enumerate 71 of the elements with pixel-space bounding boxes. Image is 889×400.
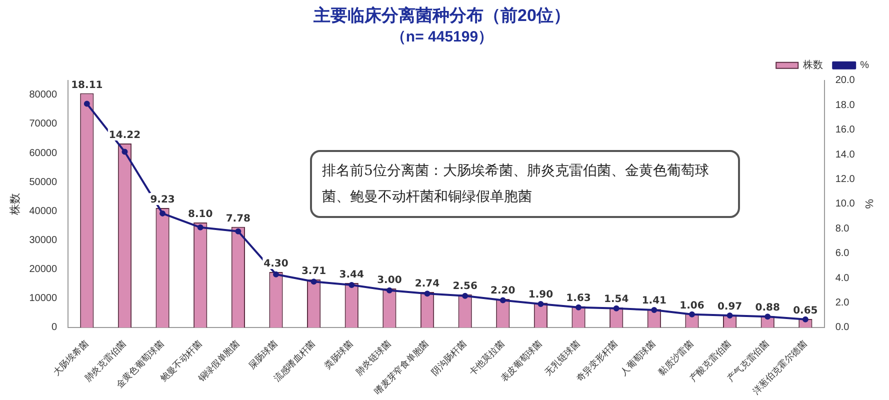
y2-axis-title: % bbox=[862, 199, 874, 210]
y-tick-label: 30000 bbox=[29, 235, 58, 246]
point bbox=[688, 311, 695, 318]
y-tick-label: 40000 bbox=[29, 206, 58, 217]
data-label: 0.88 bbox=[755, 302, 780, 314]
data-label: 7.78 bbox=[226, 213, 251, 224]
point bbox=[651, 307, 658, 314]
point bbox=[84, 100, 90, 107]
data-label: 9.23 bbox=[150, 194, 175, 206]
point bbox=[197, 224, 204, 230]
y-tick-label: 80000 bbox=[29, 90, 58, 101]
y2-tick-label: 8.0 bbox=[835, 223, 850, 234]
chart-subtitle: （n= 445199） bbox=[390, 28, 494, 46]
data-label: 3.00 bbox=[377, 275, 402, 286]
point bbox=[348, 282, 355, 288]
point bbox=[613, 305, 620, 312]
chart-title: 主要临床分离菌种分布（前20位） bbox=[312, 6, 570, 25]
point bbox=[538, 300, 544, 307]
y2-tick-label: 12.0 bbox=[835, 174, 856, 185]
point bbox=[500, 297, 506, 304]
point bbox=[386, 287, 392, 294]
point bbox=[802, 316, 808, 322]
legend-label: % bbox=[860, 60, 870, 72]
annotation: 排名前5位分离菌：大肠埃希菌、肺炎克雷伯菌、金黄色葡萄球菌、鲍曼不动杆菌和铜绿假单胞菌 bbox=[310, 150, 740, 218]
data-label: 2.56 bbox=[452, 280, 478, 292]
x-tick-label: 屎肠球菌 bbox=[246, 338, 280, 371]
y-axis-title: 株数 bbox=[8, 192, 22, 216]
data-label: 3.71 bbox=[301, 266, 326, 278]
y-tick-label: 20000 bbox=[29, 264, 58, 276]
y2-tick-label: 20.0 bbox=[835, 75, 856, 86]
point bbox=[462, 292, 468, 299]
x-tick-label: 人葡萄球菌 bbox=[618, 338, 658, 378]
y-tick-label: 0 bbox=[51, 322, 58, 334]
data-label: 2.74 bbox=[414, 278, 440, 290]
y2-tick-label: 14.0 bbox=[835, 149, 856, 160]
y-tick-label: 50000 bbox=[29, 176, 58, 188]
data-label: 4.30 bbox=[264, 258, 288, 270]
data-label: 14.22 bbox=[108, 130, 141, 142]
data-label: 8.10 bbox=[188, 209, 213, 220]
y-tick-label: 60000 bbox=[29, 148, 58, 159]
data-label: 1.54 bbox=[604, 294, 629, 305]
data-label: 0.65 bbox=[793, 306, 818, 317]
point bbox=[273, 271, 279, 278]
y2-tick-label: 0.0 bbox=[835, 322, 850, 334]
data-label: 18.11 bbox=[71, 80, 103, 91]
data-label: 1.06 bbox=[680, 300, 704, 312]
data-label: 0.97 bbox=[717, 302, 742, 313]
data-label: 1.41 bbox=[642, 296, 667, 307]
y-tick-label: 70000 bbox=[29, 118, 58, 130]
point bbox=[726, 312, 733, 318]
point bbox=[235, 228, 242, 234]
legend-label: 株数 bbox=[802, 59, 824, 72]
y2-tick-label: 2.0 bbox=[835, 297, 850, 308]
point bbox=[424, 290, 430, 297]
point bbox=[160, 210, 166, 216]
point bbox=[764, 314, 771, 320]
x-tick-label: 阴沟肠杆菌 bbox=[429, 338, 468, 378]
point bbox=[576, 304, 582, 310]
point bbox=[310, 278, 317, 285]
y-tick-label: 10000 bbox=[29, 293, 58, 304]
x-tick-label: 粪肠球菌 bbox=[322, 338, 355, 371]
data-label: 2.20 bbox=[490, 286, 516, 297]
data-label: 3.44 bbox=[339, 270, 364, 281]
data-label: 1.63 bbox=[566, 292, 591, 304]
y2-tick-label: 6.0 bbox=[835, 248, 850, 260]
y2-tick-label: 18.0 bbox=[835, 100, 856, 111]
y2-tick-label: 4.0 bbox=[835, 272, 850, 284]
point bbox=[122, 148, 128, 155]
y2-tick-label: 10.0 bbox=[835, 198, 856, 210]
data-label: 1.90 bbox=[528, 289, 554, 300]
y2-tick-label: 16.0 bbox=[835, 124, 856, 136]
